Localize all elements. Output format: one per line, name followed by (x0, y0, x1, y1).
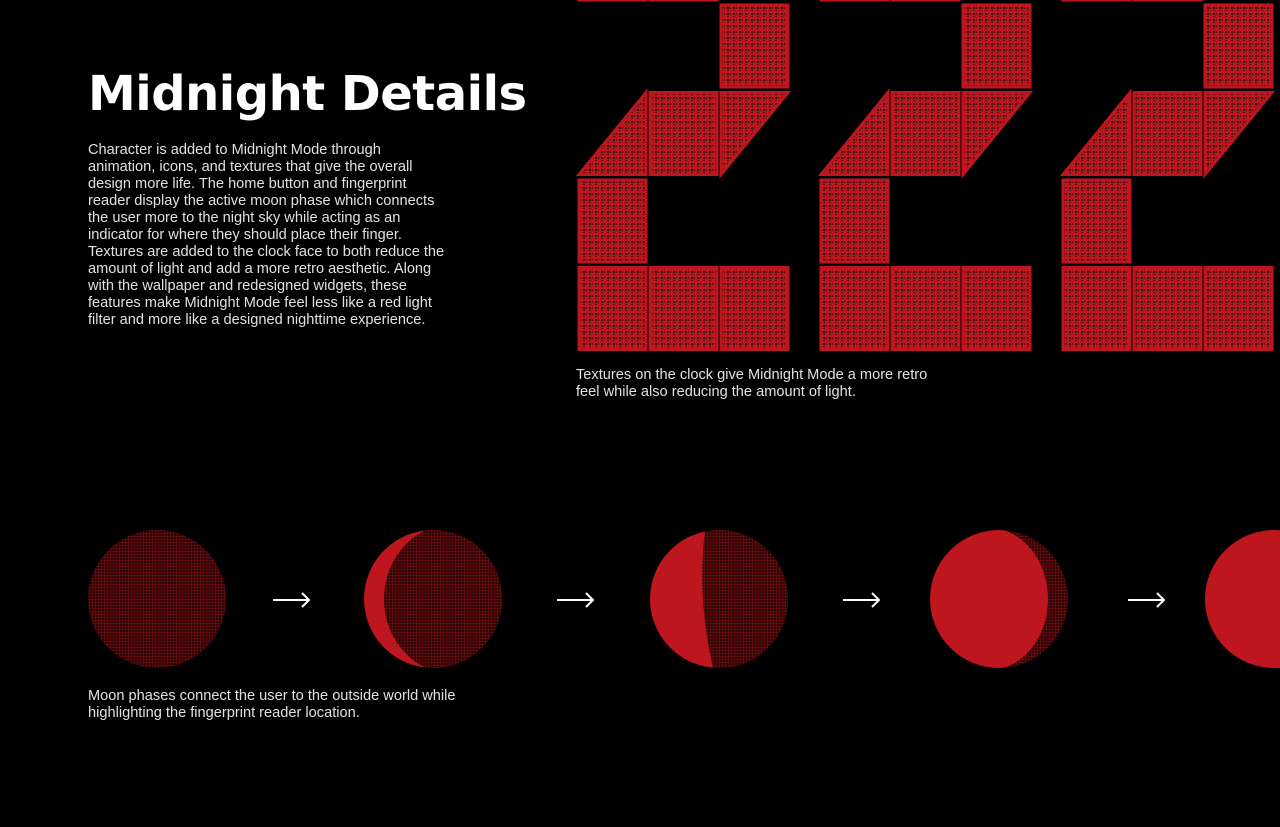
moon-disc (88, 530, 226, 668)
arrow-head (585, 592, 595, 608)
moon-phases (88, 530, 1280, 668)
clock-texture-tile (577, 178, 648, 264)
moon-shadow (384, 530, 502, 668)
clock-texture-tile (1132, 266, 1203, 351)
arrow-head (871, 592, 881, 608)
clock-texture-tile (1061, 266, 1132, 351)
clock-texture-tile (575, 88, 648, 176)
clock-digit (817, 0, 1034, 351)
clock-texture-tile (1203, 3, 1274, 89)
clock-texture-tile (819, 266, 890, 351)
clock-texture-tile (1203, 266, 1274, 351)
clock-texture-tile (1203, 91, 1276, 179)
arrow-right-icon (557, 592, 595, 608)
moon-shadow (702, 530, 788, 668)
clock-digit (1059, 0, 1276, 351)
arrow-right-icon (843, 592, 881, 608)
clock-texture-tile (890, 91, 961, 176)
clock-texture-tile (577, 266, 648, 351)
clock-texture-tile (961, 266, 1032, 351)
arrow-right-icon (1128, 592, 1166, 608)
clock-texture-tile (648, 266, 719, 351)
clock-texture-tile (1059, 88, 1132, 176)
page-title: Midnight Details (88, 66, 527, 122)
moon-lit (1205, 530, 1280, 668)
clock-texture-tile (1061, 178, 1132, 264)
clock-texture-tile (961, 3, 1032, 89)
clock-texture-tile (648, 91, 719, 176)
moon-waxing-gibbous (930, 530, 1068, 668)
moon-new (88, 530, 226, 668)
clock-digit (575, 0, 792, 351)
clock-texture-tile (890, 266, 961, 351)
clock-texture-tile (719, 3, 790, 89)
moon-first-quarter (650, 530, 788, 668)
moon-waxing-crescent (364, 530, 502, 668)
arrow-right-icon (273, 592, 311, 608)
clock-digits (575, 0, 1276, 351)
moon-full (1205, 530, 1280, 668)
description-text: Character is added to Midnight Mode thro… (88, 142, 445, 328)
moon-caption: Moon phases connect the user to the outs… (88, 688, 456, 721)
clock-texture-tile (961, 91, 1034, 179)
clock-texture-tile (1132, 91, 1203, 176)
clock-texture-tile (719, 91, 792, 179)
clock-texture-tile (819, 178, 890, 264)
moon-lit (930, 530, 1048, 668)
arrow-head (1156, 592, 1166, 608)
clock-texture-tile (817, 88, 890, 176)
clock-texture-tile (719, 266, 790, 351)
arrow-head (301, 592, 311, 608)
clock-caption: Textures on the clock give Midnight Mode… (576, 367, 928, 400)
